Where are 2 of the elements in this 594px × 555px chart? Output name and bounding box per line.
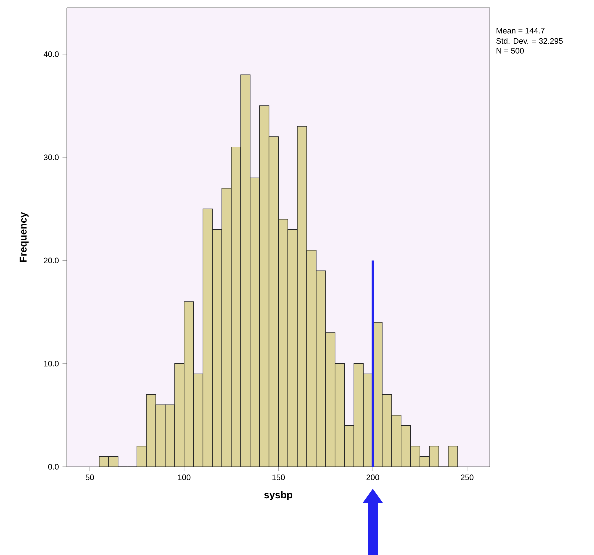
y-axis-title: Frequency [20,212,29,262]
x-axis-title: sysbp [264,491,292,501]
